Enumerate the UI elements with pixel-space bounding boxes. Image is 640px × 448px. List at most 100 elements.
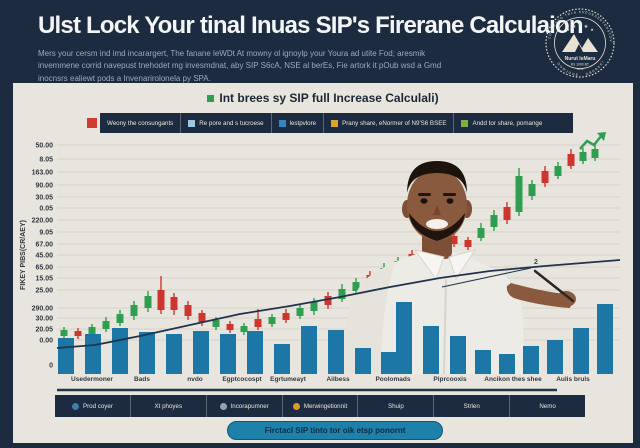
x-axis-label: Ancikon thes shee bbox=[484, 376, 542, 383]
candle-body bbox=[352, 282, 360, 291]
badge-mountain-icon bbox=[562, 34, 598, 52]
volume-bar bbox=[139, 332, 155, 374]
volume-bar bbox=[450, 336, 466, 374]
svg-text:★: ★ bbox=[584, 24, 589, 30]
legend-swatch-icon bbox=[188, 119, 196, 127]
candle-body bbox=[324, 296, 332, 305]
legend-item: Prany share, eNormer of N9'S6 BSEE bbox=[323, 113, 453, 133]
certification-badge: CONCESSO TRLA KUEUESEDVENSTOVT OAR DOWJO… bbox=[538, 4, 615, 78]
y-axis-label: 15.05 bbox=[35, 276, 53, 283]
candle-body bbox=[254, 319, 262, 327]
y-axis-label: 0.00 bbox=[39, 338, 53, 345]
person-smile bbox=[426, 219, 448, 229]
header: Ulst Lock Your tinal Inuas SIP's Fireran… bbox=[38, 12, 584, 85]
y-axis-label: 67.00 bbox=[35, 242, 53, 249]
legend-item: Weony the consungants bbox=[100, 113, 180, 133]
x-axis-label: Piprcooxis bbox=[433, 376, 467, 383]
pointer-line bbox=[441, 267, 532, 288]
annotation-2: 2 bbox=[534, 259, 538, 266]
legend-swatch-icon bbox=[219, 402, 227, 410]
candle-body bbox=[74, 331, 82, 336]
candle-body bbox=[268, 317, 276, 324]
candle-body bbox=[503, 207, 511, 220]
volume-bars bbox=[58, 302, 613, 374]
candle-body bbox=[528, 184, 536, 196]
candle-body bbox=[591, 149, 599, 158]
x-axis-label: Egptcocospt bbox=[222, 376, 262, 383]
candle-body bbox=[116, 314, 124, 323]
volume-bar bbox=[85, 334, 101, 374]
legend-label: Prany share, eNormer of N9'S6 BSEE bbox=[342, 119, 447, 127]
y-axis-label: 9.05 bbox=[39, 230, 53, 237]
volume-bar bbox=[166, 334, 182, 374]
y-axis-label: 30.05 bbox=[35, 195, 53, 202]
legend-label: Strlen bbox=[463, 402, 480, 410]
volume-bar bbox=[355, 348, 371, 374]
legend-label: Prod coyer bbox=[82, 402, 113, 410]
footer: Firctacl SIP tinto tor oik etsp ponornt bbox=[13, 421, 633, 440]
legend-swatch-icon bbox=[71, 402, 79, 410]
y-axis-label: 65.00 bbox=[35, 265, 53, 272]
page-subtitle: Mers your cersm ind imd incarargert, The… bbox=[38, 49, 442, 83]
badge-stars-icon: ★ ★ ★ ★ ★ bbox=[566, 21, 594, 32]
y-axis-label: 20.05 bbox=[35, 327, 53, 334]
candle-body bbox=[212, 320, 220, 327]
up-arrow-icon bbox=[579, 132, 606, 150]
badge-inner-ring bbox=[554, 17, 606, 69]
pen-icon bbox=[533, 269, 575, 303]
x-axis-label: Usedermoner bbox=[71, 376, 113, 383]
legend-item: Strlen bbox=[433, 395, 509, 417]
legend-swatch-icon bbox=[292, 402, 300, 410]
candle-body bbox=[464, 240, 472, 247]
candle-body bbox=[554, 166, 562, 176]
panel-title: Int brees sy SIP full Increase Calculali… bbox=[219, 91, 439, 105]
volume-bar bbox=[597, 304, 613, 374]
y-axis-label: 25.00 bbox=[35, 288, 53, 295]
volume-bar bbox=[523, 346, 539, 374]
volume-bar bbox=[274, 344, 290, 374]
legend-label: Merwingetionnit bbox=[303, 402, 348, 410]
x-axis-label: Poolomads bbox=[375, 376, 410, 383]
person-arm bbox=[506, 283, 573, 308]
volume-bar bbox=[328, 330, 344, 374]
x-axis-label: Ailbess bbox=[326, 376, 350, 383]
candle-body bbox=[60, 330, 68, 336]
legend-swatch-icon bbox=[278, 119, 286, 127]
legend-label: Shuip bbox=[387, 402, 404, 410]
legend-top: Weony the consungants Re pore and s tucro… bbox=[100, 113, 573, 133]
volume-bar bbox=[547, 340, 563, 374]
y-axis-label: 8.05 bbox=[39, 157, 53, 164]
legend-label: Nemo bbox=[539, 402, 556, 410]
x-axis-label: Bads bbox=[134, 376, 150, 383]
candle-body bbox=[515, 176, 523, 212]
legend-item: Nemo bbox=[509, 395, 585, 417]
candle-body bbox=[144, 296, 152, 308]
badge-name: Nurut IsMaru bbox=[565, 56, 596, 62]
volume-bar bbox=[423, 326, 439, 374]
chart-panel: 50.00 8.05 163.00 90.00 30.05 0.05 220.00 9.05 6… bbox=[13, 83, 633, 443]
legend-item: Merwingetionnit bbox=[281, 395, 358, 417]
x-axis-label: nvdo bbox=[187, 376, 203, 383]
panel-header: Int brees sy SIP full Increase Calculali… bbox=[13, 91, 633, 105]
person-hair bbox=[407, 161, 467, 193]
legend-label: Incorapumner bbox=[230, 402, 269, 410]
candle-body bbox=[240, 326, 248, 332]
candle-body bbox=[450, 236, 458, 244]
y-axis-label: 50.00 bbox=[35, 143, 53, 150]
candle-body bbox=[102, 321, 110, 329]
legend-item: Re pore and s tucroese bbox=[180, 113, 270, 133]
svg-text:★: ★ bbox=[572, 24, 577, 30]
sip-cta-button[interactable]: Firctacl SIP tinto tor oik etsp ponornt bbox=[227, 421, 443, 440]
volume-bar bbox=[58, 338, 74, 374]
red-square-icon bbox=[87, 118, 97, 128]
page-title: Ulst Lock Your tinal Inuas SIP's Fireran… bbox=[38, 12, 584, 39]
green-square-icon bbox=[207, 94, 215, 102]
candle-body bbox=[226, 324, 234, 330]
volume-bar bbox=[301, 326, 317, 374]
y-axis-label: 30.00 bbox=[35, 316, 53, 323]
legend-item: Andd tor share, pomange bbox=[453, 113, 549, 133]
person-collar bbox=[413, 249, 445, 281]
legend-label: Andd tor share, pomange bbox=[472, 119, 543, 127]
candle-body bbox=[579, 152, 587, 161]
